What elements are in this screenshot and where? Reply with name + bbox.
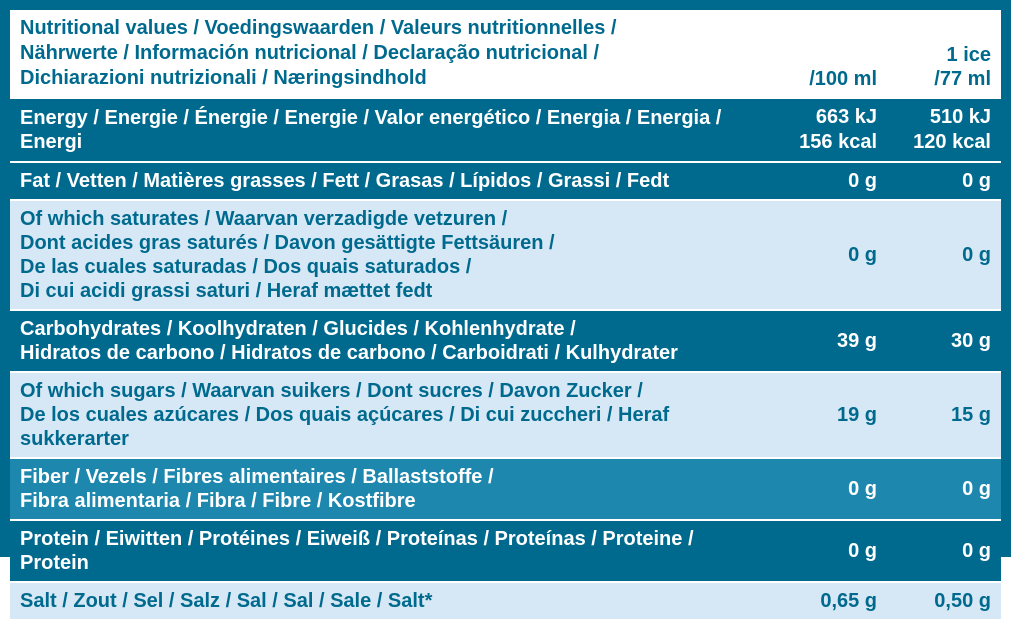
header-col2-line2: /77 ml bbox=[934, 68, 991, 90]
saturates-label: Of which saturates / Waarvan verzadigde … bbox=[10, 200, 773, 310]
saturates-label-line3: De las cuales saturadas / Dos quais satu… bbox=[20, 256, 471, 278]
energy-perice-kcal: 120 kcal bbox=[913, 131, 991, 153]
fiber-label-line1: Fiber / Vezels / Fibres alimentaires / B… bbox=[20, 466, 494, 488]
energy-perice-kj: 510 kJ bbox=[930, 106, 991, 128]
header-label: Nutritional values / Voedingswaarden / V… bbox=[10, 10, 773, 98]
row-carbs: Carbohydrates / Koolhydraten / Glucides … bbox=[10, 310, 1001, 372]
sugars-per100: 19 g bbox=[773, 372, 887, 458]
header-col-per100: /100 ml bbox=[773, 10, 887, 98]
carbs-per100: 39 g bbox=[773, 310, 887, 372]
saturates-label-line4: Di cui acidi grassi saturi / Heraf mætte… bbox=[20, 280, 432, 302]
saturates-perice: 0 g bbox=[887, 200, 1001, 310]
nutrition-table: Nutritional values / Voedingswaarden / V… bbox=[10, 10, 1001, 619]
energy-per100-kcal: 156 kcal bbox=[799, 131, 877, 153]
header-col-perice: 1 ice /77 ml bbox=[887, 10, 1001, 98]
salt-perice: 0,50 g bbox=[887, 582, 1001, 619]
fat-label: Fat / Vetten / Matières grasses / Fett /… bbox=[10, 162, 773, 200]
energy-per100: 663 kJ 156 kcal bbox=[773, 98, 887, 162]
nutrition-panel: Nutritional values / Voedingswaarden / V… bbox=[0, 0, 1011, 557]
fiber-label-line2: Fibra alimentaria / Fibra / Fibre / Kost… bbox=[20, 490, 416, 512]
carbs-label: Carbohydrates / Koolhydraten / Glucides … bbox=[10, 310, 773, 372]
row-salt: Salt / Zout / Sel / Salz / Sal / Sal / S… bbox=[10, 582, 1001, 619]
header-col1-line2: /100 ml bbox=[809, 68, 877, 90]
protein-perice: 0 g bbox=[887, 520, 1001, 582]
row-fat: Fat / Vetten / Matières grasses / Fett /… bbox=[10, 162, 1001, 200]
row-saturates: Of which saturates / Waarvan verzadigde … bbox=[10, 200, 1001, 310]
saturates-label-line1: Of which saturates / Waarvan verzadigde … bbox=[20, 208, 507, 230]
row-energy: Energy / Energie / Énergie / Energie / V… bbox=[10, 98, 1001, 162]
row-sugars: Of which sugars / Waarvan suikers / Dont… bbox=[10, 372, 1001, 458]
saturates-label-line2: Dont acides gras saturés / Davon gesätti… bbox=[20, 232, 555, 254]
header-label-line1: Nutritional values / Voedingswaarden / V… bbox=[20, 17, 616, 39]
energy-label: Energy / Energie / Énergie / Energie / V… bbox=[10, 98, 773, 162]
fiber-per100: 0 g bbox=[773, 458, 887, 520]
fat-perice: 0 g bbox=[887, 162, 1001, 200]
saturates-per100: 0 g bbox=[773, 200, 887, 310]
row-protein: Protein / Eiwitten / Protéines / Eiweiß … bbox=[10, 520, 1001, 582]
header-row: Nutritional values / Voedingswaarden / V… bbox=[10, 10, 1001, 98]
fat-per100: 0 g bbox=[773, 162, 887, 200]
fiber-perice: 0 g bbox=[887, 458, 1001, 520]
row-fiber: Fiber / Vezels / Fibres alimentaires / B… bbox=[10, 458, 1001, 520]
protein-per100: 0 g bbox=[773, 520, 887, 582]
sugars-label-line1: Of which sugars / Waarvan suikers / Dont… bbox=[20, 380, 643, 402]
sugars-label-line2: De los cuales azúcares / Dos quais açúca… bbox=[20, 404, 669, 450]
salt-per100: 0,65 g bbox=[773, 582, 887, 619]
protein-label: Protein / Eiwitten / Protéines / Eiweiß … bbox=[10, 520, 773, 582]
sugars-perice: 15 g bbox=[887, 372, 1001, 458]
salt-label: Salt / Zout / Sel / Salz / Sal / Sal / S… bbox=[10, 582, 773, 619]
carbs-label-line2: Hidratos de carbono / Hidratos de carbon… bbox=[20, 342, 678, 364]
header-label-line3: Dichiarazioni nutrizionali / Næringsindh… bbox=[20, 67, 427, 89]
energy-per100-kj: 663 kJ bbox=[816, 106, 877, 128]
sugars-label: Of which sugars / Waarvan suikers / Dont… bbox=[10, 372, 773, 458]
fiber-label: Fiber / Vezels / Fibres alimentaires / B… bbox=[10, 458, 773, 520]
energy-perice: 510 kJ 120 kcal bbox=[887, 98, 1001, 162]
carbs-label-line1: Carbohydrates / Koolhydraten / Glucides … bbox=[20, 318, 576, 340]
carbs-perice: 30 g bbox=[887, 310, 1001, 372]
header-col2-line1: 1 ice bbox=[947, 44, 991, 66]
header-label-line2: Nährwerte / Información nutricional / De… bbox=[20, 42, 599, 64]
